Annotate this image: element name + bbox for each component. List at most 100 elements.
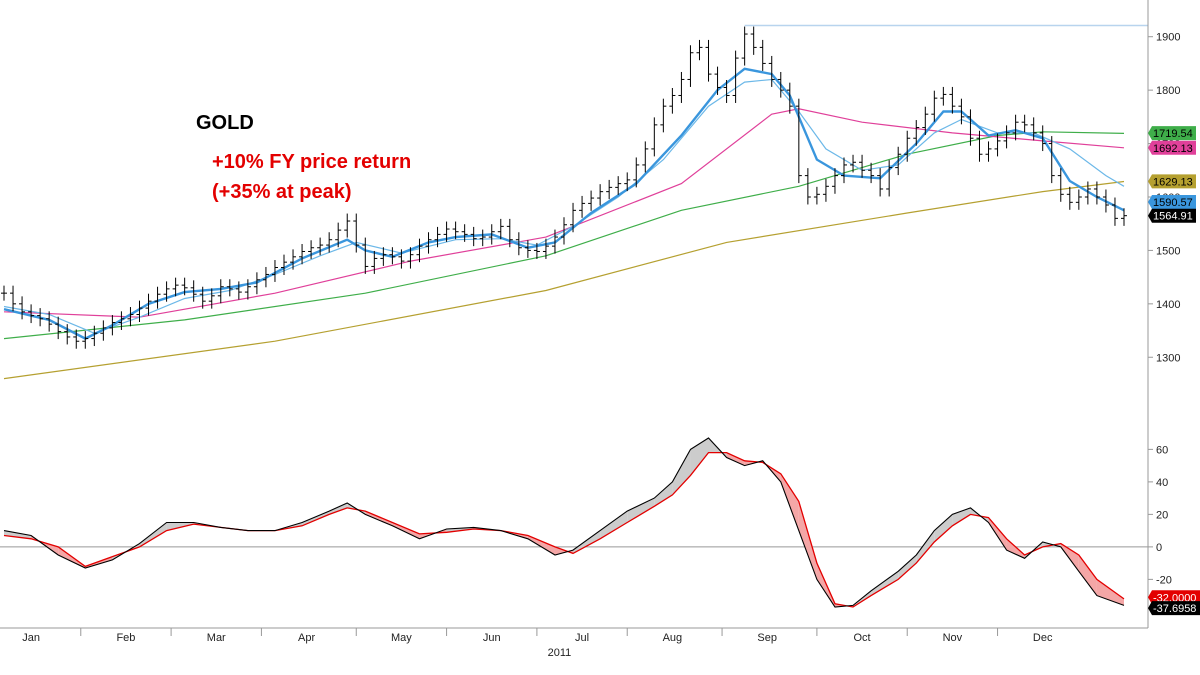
- price-bar: [1076, 190, 1082, 210]
- price-label-badge: 1692.13: [1148, 141, 1196, 155]
- price-label-text: 1590.57: [1153, 197, 1193, 209]
- x-tick-label: Feb: [116, 632, 135, 644]
- price-bar: [859, 155, 865, 178]
- price-bar: [480, 230, 486, 247]
- price-bar: [986, 141, 992, 161]
- osc-fill: [654, 482, 672, 506]
- x-tick-label: Jul: [575, 632, 589, 644]
- price-label-text: 1629.13: [1153, 176, 1193, 188]
- gold-chart: 1300140015001600170018001900-20020406017…: [0, 0, 1200, 675]
- price-bar: [1058, 168, 1064, 202]
- osc-fill: [1097, 579, 1124, 605]
- price-bar: [660, 99, 666, 133]
- price-bar: [678, 72, 684, 103]
- osc-signal-line: [4, 453, 1124, 607]
- price-label-badge: 1719.54: [1148, 126, 1196, 140]
- price-bar: [155, 287, 161, 309]
- price-bar: [1067, 187, 1073, 210]
- osc-tick-label: 40: [1156, 477, 1168, 489]
- x-tick-label: Dec: [1033, 632, 1053, 644]
- price-bar: [55, 317, 61, 339]
- price-bar: [877, 168, 883, 196]
- osc-tick-label: 20: [1156, 509, 1168, 521]
- price-bar: [380, 247, 386, 266]
- price-bar: [669, 88, 675, 114]
- price-label-badge: 1590.57: [1148, 195, 1196, 209]
- price-bar: [299, 244, 305, 264]
- osc-tick-label: 60: [1156, 444, 1168, 456]
- price-bar: [742, 27, 748, 66]
- series-ma_fast: [4, 69, 1124, 339]
- x-tick-label: Nov: [943, 632, 963, 644]
- x-tick-label: Mar: [207, 632, 226, 644]
- price-bar: [1013, 115, 1019, 141]
- annotation-peak: (+35% at peak): [212, 181, 352, 204]
- price-bar: [579, 196, 585, 218]
- price-bar: [245, 279, 251, 299]
- price-bar: [1121, 208, 1127, 226]
- price-bar: [642, 141, 648, 172]
- osc-tick-label: 0: [1156, 542, 1162, 554]
- osc-tick-label: -20: [1156, 574, 1172, 586]
- y-tick-label: 1900: [1156, 32, 1180, 44]
- price-panel: [1, 25, 1148, 378]
- price-bar: [28, 304, 34, 323]
- x-year-label: 2011: [548, 647, 572, 659]
- price-bar: [940, 87, 946, 106]
- oscillator-panel: [0, 438, 1148, 607]
- price-bar: [19, 296, 25, 319]
- osc-label-badge: -37.6958: [1148, 601, 1200, 615]
- price-bar: [606, 180, 612, 199]
- price-bar: [597, 184, 603, 205]
- price-bar: [814, 187, 820, 205]
- price-bar: [687, 45, 693, 87]
- osc-fill: [672, 449, 690, 495]
- series-ma_olive: [4, 182, 1124, 379]
- price-bar: [1022, 115, 1028, 133]
- price-label-text: 1692.13: [1153, 143, 1193, 155]
- price-bar: [651, 117, 657, 156]
- price-bar: [949, 87, 955, 114]
- price-bar: [904, 131, 910, 162]
- price-bar: [344, 214, 350, 238]
- price-bar: [706, 40, 712, 82]
- y-tick-label: 1400: [1156, 299, 1180, 311]
- price-bar: [895, 147, 901, 175]
- price-label-badge: 1564.91: [1148, 209, 1196, 223]
- price-bar: [82, 331, 88, 349]
- y-tick-label: 1300: [1156, 352, 1180, 364]
- price-bar: [362, 238, 368, 274]
- price-bar: [588, 191, 594, 211]
- price-bar: [1, 286, 7, 301]
- axes: 1300140015001600170018001900-20020406017…: [0, 0, 1200, 659]
- osc-label-text: -37.6958: [1153, 603, 1196, 615]
- price-bar: [696, 40, 702, 60]
- x-tick-label: Jan: [22, 632, 40, 644]
- price-bar: [209, 288, 215, 308]
- x-tick-label: Aug: [663, 632, 683, 644]
- price-bar: [751, 27, 757, 55]
- price-bar: [326, 232, 332, 252]
- price-label-text: 1719.54: [1153, 128, 1193, 140]
- price-bar: [823, 179, 829, 202]
- x-tick-label: Oct: [854, 632, 871, 644]
- x-tick-label: Apr: [298, 632, 315, 644]
- price-bar: [778, 72, 784, 98]
- price-bar: [805, 168, 811, 204]
- osc-fill: [627, 498, 654, 522]
- price-label-text: 1564.91: [1153, 211, 1193, 223]
- chart-title: GOLD: [196, 112, 254, 135]
- price-bar: [1112, 198, 1118, 226]
- x-tick-label: Jun: [483, 632, 501, 644]
- price-bar: [1004, 125, 1010, 148]
- annotation-return: +10% FY price return: [212, 151, 411, 174]
- price-bar: [760, 40, 766, 71]
- price-bar: [615, 176, 621, 195]
- price-bar: [931, 91, 937, 122]
- y-tick-label: 1800: [1156, 85, 1180, 97]
- price-bar: [715, 67, 721, 95]
- price-label-badge: 1629.13: [1148, 174, 1196, 188]
- price-bar: [1049, 136, 1055, 183]
- x-tick-label: May: [391, 632, 412, 644]
- y-tick-label: 1500: [1156, 245, 1180, 257]
